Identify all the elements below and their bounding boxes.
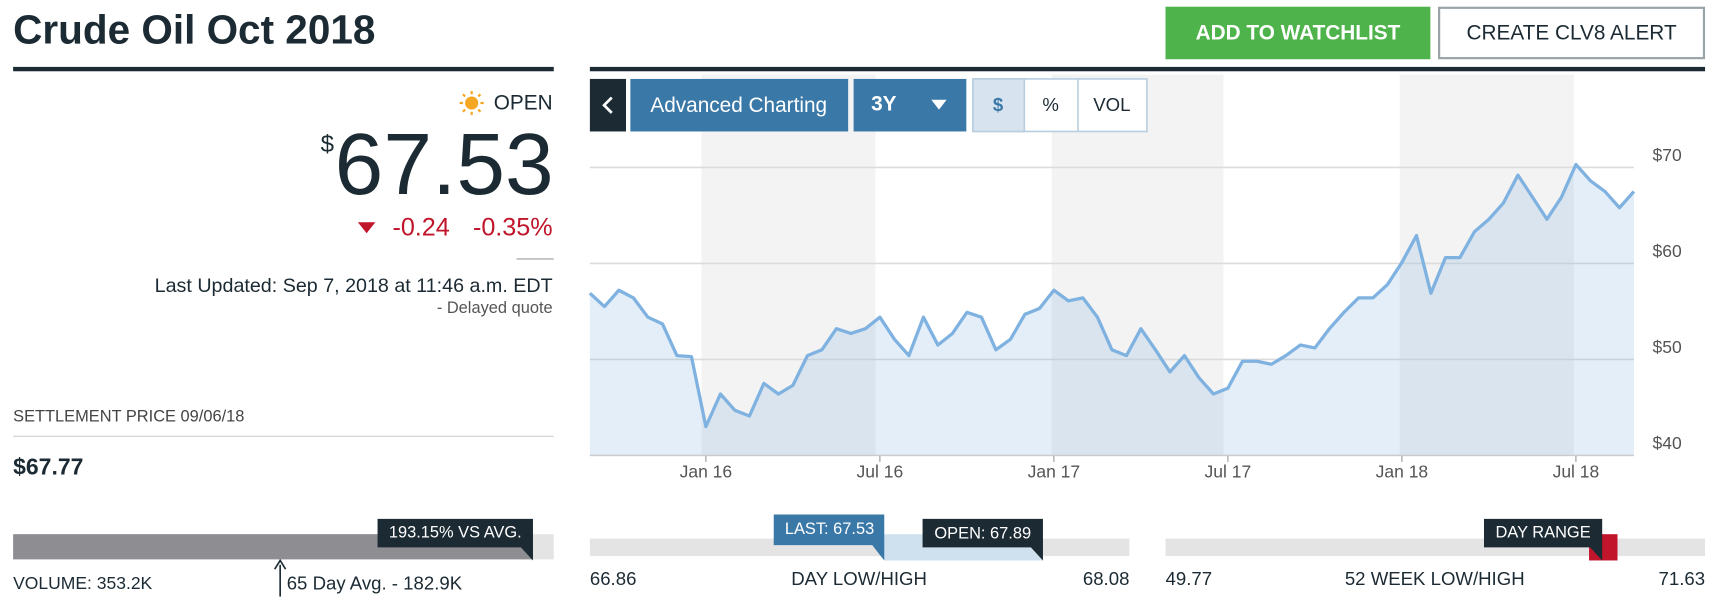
y-tick-label: $40 <box>1653 433 1682 453</box>
y-tick-label: $50 <box>1653 337 1682 357</box>
chart-rule <box>589 66 1706 72</box>
price-change: -0.24 <box>392 214 449 242</box>
last-flag <box>773 514 885 561</box>
dropdown-icon[interactable] <box>931 99 947 110</box>
last-updated: Last Updated: Sep 7, 2018 at 11:46 a.m. … <box>155 275 553 297</box>
area <box>589 164 1634 456</box>
band <box>701 74 876 456</box>
open-flag-label: OPEN: 67.89 <box>934 525 1031 543</box>
price-line <box>588 162 1636 429</box>
mode-button-active[interactable] <box>972 78 1026 133</box>
chart-bands <box>701 74 1574 456</box>
divider <box>516 258 554 260</box>
avg-label: 65 Day Avg. - 182.9K <box>287 572 463 593</box>
range-select-label[interactable]: 3Y <box>871 93 897 116</box>
avg-pointer-head <box>273 558 287 570</box>
y-tick-label: $70 <box>1653 145 1682 165</box>
mode-button[interactable]: % <box>1042 94 1059 115</box>
x-tick-label: Jan 18 <box>1376 462 1429 482</box>
chevron-icon[interactable] <box>602 96 613 114</box>
title-rule <box>13 66 554 72</box>
mode-button[interactable]: VOL <box>1093 94 1130 115</box>
x-tick-label: Jul 17 <box>1205 462 1252 482</box>
watchlist-button[interactable] <box>1165 6 1431 60</box>
range-select[interactable] <box>853 78 967 132</box>
week52-low: 49.77 <box>1166 568 1213 589</box>
band <box>1399 74 1574 456</box>
advanced-charting-button[interactable] <box>630 78 849 132</box>
settlement-label: SETTLEMENT PRICE 09/06/18 <box>13 407 244 425</box>
day-high: 68.08 <box>1083 568 1130 589</box>
advanced-charting-label[interactable]: Advanced Charting <box>650 94 827 117</box>
sun-icon <box>459 90 484 116</box>
delayed-note: - Delayed quote <box>437 299 553 317</box>
chart-layer: $70 $60 $50 $40 Jan 16 Jul 16 Jan 17 Jul 17 Jan … <box>588 145 1682 482</box>
currency-symbol: $ <box>321 131 334 158</box>
watchlist-button-label[interactable]: ADD TO WATCHLIST <box>1196 22 1401 45</box>
x-tick-label: Jul 18 <box>1553 462 1600 482</box>
volume-label: VOLUME: 353.2K <box>13 573 152 593</box>
day-range-flag <box>1483 518 1603 561</box>
x-tick-label: Jul 16 <box>857 462 904 482</box>
divider <box>13 435 554 437</box>
y-tick-label: $60 <box>1653 241 1682 261</box>
last-price: 67.53 <box>335 115 554 213</box>
day-range-flag-label: DAY RANGE <box>1496 523 1591 541</box>
settlement-value: $67.77 <box>13 454 83 480</box>
down-arrow <box>357 222 376 234</box>
open-flag <box>922 518 1043 561</box>
day-low: 66.86 <box>590 568 637 589</box>
page-title: Crude Oil Oct 2018 <box>13 7 375 53</box>
mode-button[interactable]: $ <box>993 94 1004 115</box>
week52-track <box>1165 538 1706 557</box>
vs-avg-flag <box>377 518 533 561</box>
band <box>1051 74 1224 456</box>
week52-label: 52 WEEK LOW/HIGH <box>1345 568 1525 589</box>
x-tick-label: Jan 16 <box>680 462 733 482</box>
week52-high: 71.63 <box>1659 568 1706 589</box>
vs-avg-label: 193.15% VS AVG. <box>389 523 522 541</box>
price-change-pct: -0.35% <box>473 214 553 242</box>
last-flag-label: LAST: 67.53 <box>785 520 874 538</box>
alert-button-label[interactable]: CREATE CLV8 ALERT <box>1466 22 1677 45</box>
market-status: OPEN <box>494 92 553 115</box>
collapse-button[interactable] <box>589 78 626 132</box>
alert-button[interactable] <box>1438 6 1706 60</box>
day-range-label: DAY LOW/HIGH <box>791 568 927 589</box>
x-tick-label: Jan 17 <box>1028 462 1081 482</box>
